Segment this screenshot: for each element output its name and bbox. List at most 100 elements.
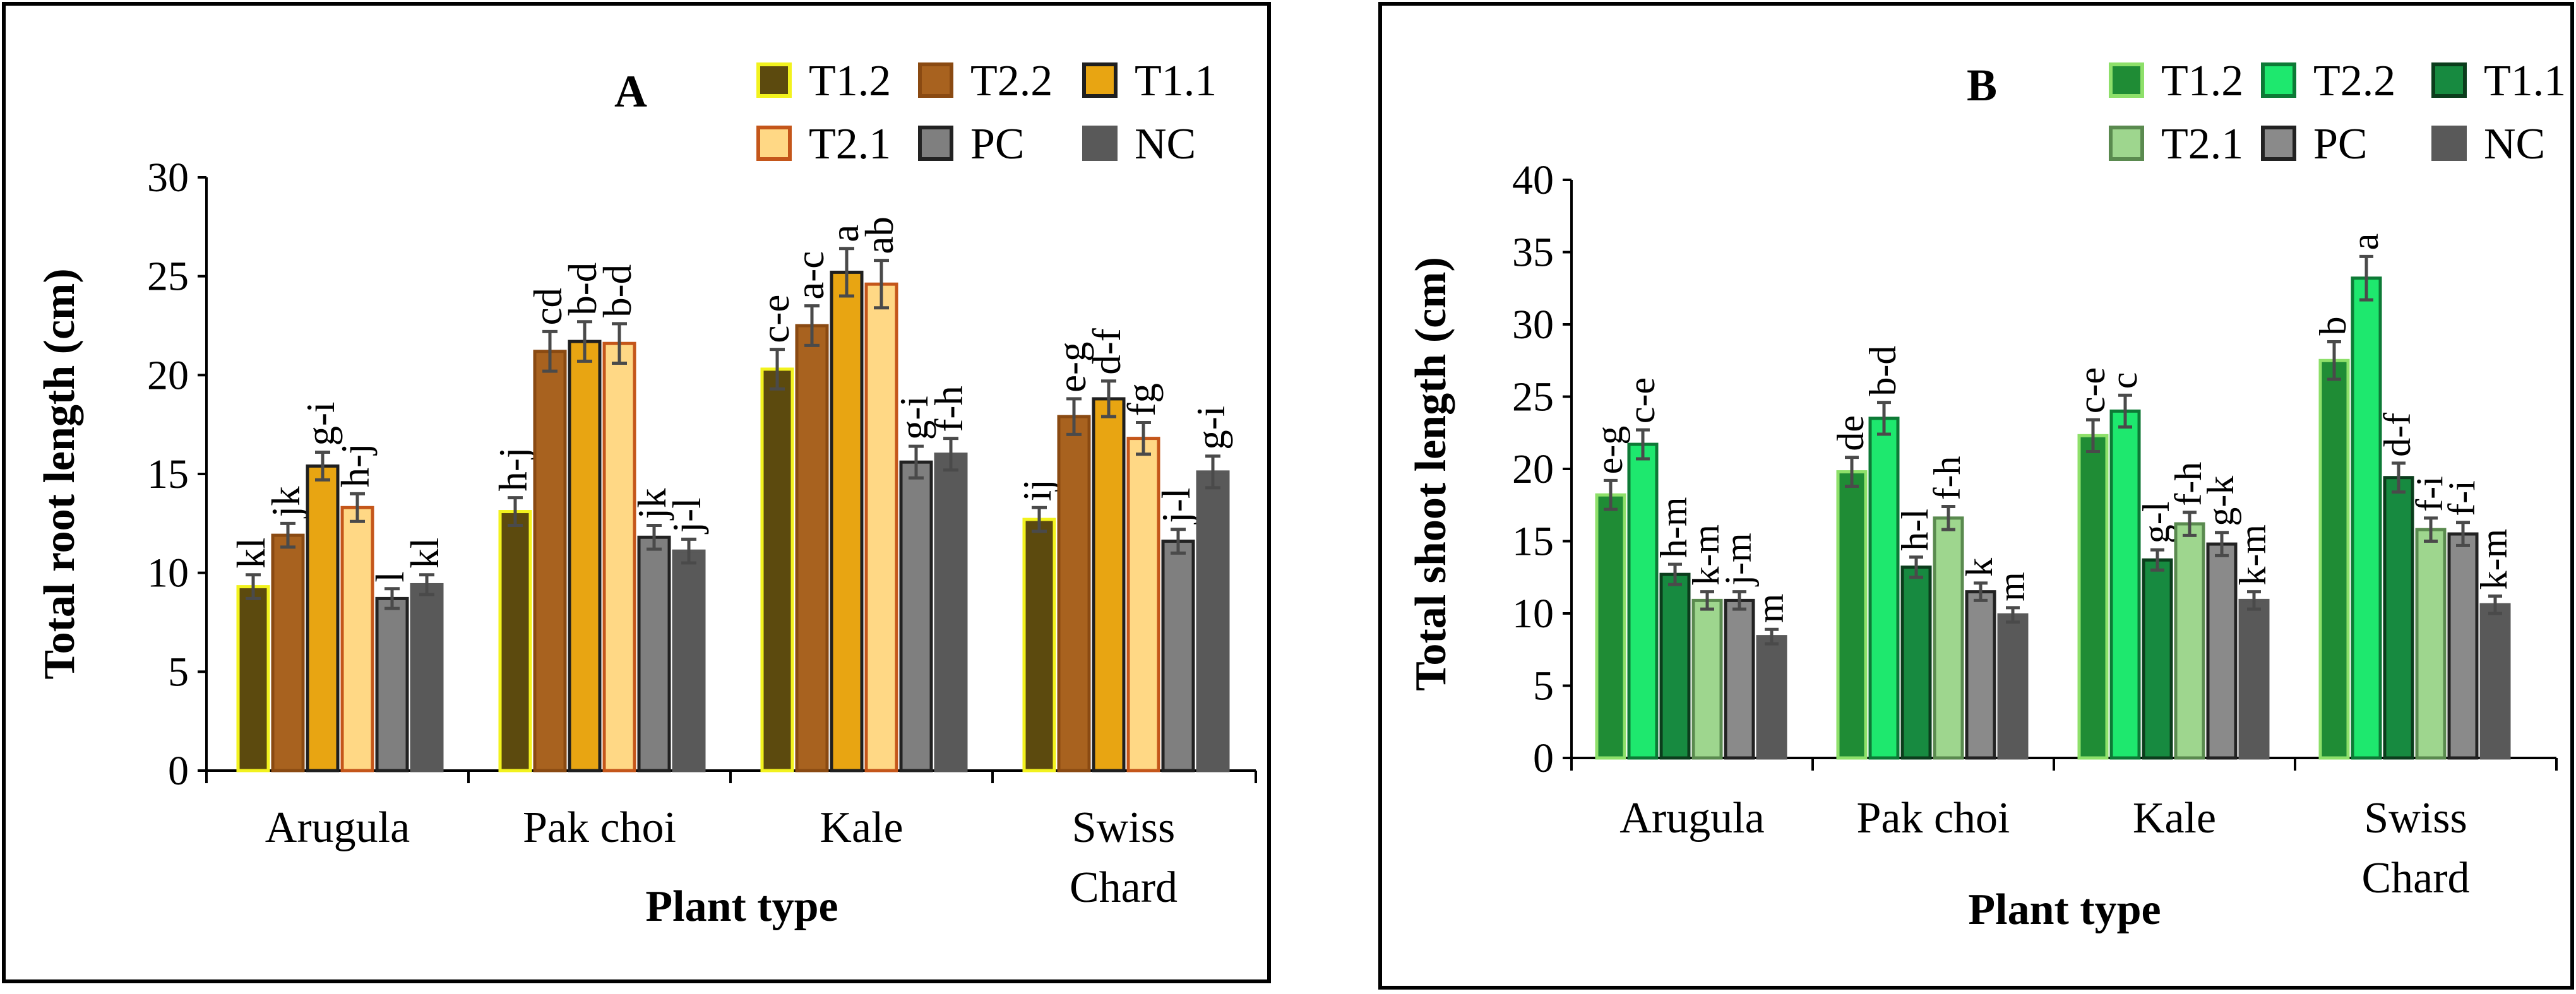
- bar-pc: [375, 596, 409, 772]
- bar-t2-1: [602, 341, 636, 772]
- significance-label: ab: [857, 216, 902, 254]
- significance-label: c-e: [2071, 367, 2113, 413]
- bar-t2-2: [2351, 276, 2382, 760]
- bar-t1-1: [1900, 565, 1932, 760]
- chart-panel-b: 0 5 10 15 20 25 30 35 40 Arugula Pak choi Kale Swiss…: [1378, 2, 2574, 990]
- bar-nc: [2238, 598, 2270, 760]
- legend-swatch: [918, 62, 953, 98]
- significance-label: fg: [1119, 383, 1164, 416]
- x-category-label: Pak choi: [1856, 794, 2010, 843]
- bar-pc: [1965, 590, 1996, 760]
- bar-nc: [934, 453, 968, 772]
- legend-swatch: [1082, 62, 1118, 98]
- x-axis-title: Plant type: [1968, 885, 2161, 934]
- x-category-label: Pak choi: [523, 803, 676, 852]
- bar-nc: [1997, 613, 2029, 760]
- legend-swatch: [2261, 126, 2296, 161]
- legend-label: T2.1: [809, 120, 891, 169]
- significance-label: f-h: [1926, 456, 1968, 500]
- bar-t2-1: [1691, 598, 1723, 760]
- legend-swatch: [756, 126, 792, 161]
- y-tick-label: 15: [147, 451, 189, 497]
- significance-label: g-i: [892, 396, 936, 440]
- bar-nc: [1756, 635, 1787, 760]
- y-axis-title: Total root length (cm): [35, 268, 84, 679]
- y-tick-label: 0: [168, 748, 189, 794]
- y-tick-label: 30: [1512, 302, 1554, 348]
- significance-label: b-d: [595, 264, 640, 317]
- bar-t1-2: [1595, 493, 1626, 760]
- x-category-label: Swiss: [1072, 803, 1175, 852]
- bar-nc: [672, 549, 706, 772]
- significance-label: g-l: [2135, 502, 2177, 544]
- significance-label: e-g: [1050, 341, 1094, 392]
- bar-t1-2: [760, 367, 794, 772]
- legend-label: T2.1: [2161, 120, 2243, 169]
- y-tick-label: 30: [147, 155, 189, 201]
- x-category-label: Swiss: [2364, 794, 2467, 843]
- significance-label: m: [1750, 594, 1791, 624]
- significance-label: cd: [526, 288, 570, 325]
- bar-nc: [2479, 603, 2511, 760]
- significance-label: c-e: [1621, 377, 1662, 423]
- legend-swatch: [2261, 62, 2296, 98]
- significance-label: f-i: [2441, 480, 2483, 516]
- legend-swatch: [2431, 126, 2467, 161]
- legend-label: PC: [2313, 120, 2368, 169]
- panel-label: A: [614, 66, 647, 117]
- significance-label: h-j: [333, 443, 378, 487]
- significance-label: kl: [229, 538, 273, 569]
- x-category-label: Kale: [2133, 794, 2216, 843]
- legend-label: T1.2: [809, 57, 891, 105]
- significance-label: ij: [1015, 479, 1059, 501]
- bar-t2-2: [795, 324, 829, 772]
- bar-t1-2: [236, 585, 270, 772]
- bar-pc: [899, 460, 933, 772]
- y-tick-label: 10: [1512, 591, 1554, 637]
- legend-label: NC: [2484, 120, 2545, 169]
- significance-label: a-c: [788, 251, 832, 300]
- x-axis-title: Plant type: [645, 882, 838, 931]
- significance-label: j-l: [1154, 488, 1198, 524]
- significance-label: m: [1991, 572, 2032, 601]
- significance-label: d-f: [1085, 328, 1129, 374]
- y-tick-label: 10: [147, 550, 189, 596]
- significance-label: b: [2312, 316, 2354, 335]
- legend-label: T2.2: [970, 57, 1052, 105]
- x-category-label: Kale: [820, 803, 903, 852]
- x-category-label: Chard: [1070, 863, 1178, 912]
- significance-label: k-m: [2232, 524, 2274, 586]
- legend-swatch: [1082, 126, 1118, 161]
- bar-pc: [2447, 532, 2479, 760]
- bar-nc: [410, 583, 444, 772]
- panel-label: B: [1967, 60, 1997, 110]
- significance-label: c: [2103, 372, 2145, 389]
- y-tick-label: 5: [1533, 663, 1554, 709]
- legend-label: T1.2: [2161, 57, 2243, 105]
- bar-t2-2: [1627, 442, 1659, 760]
- x-category-label: Chard: [2361, 854, 2469, 902]
- bar-t1-1: [2383, 476, 2414, 760]
- bar-t2-2: [2109, 409, 2141, 760]
- bar-t2-1: [1933, 516, 1964, 760]
- legend-swatch: [918, 126, 953, 161]
- y-tick-label: 35: [1512, 230, 1554, 276]
- significance-label: k: [1959, 558, 2000, 577]
- significance-label: e-g: [1589, 426, 1630, 475]
- bar-t1-1: [306, 464, 340, 772]
- significance-label: g-i: [1189, 406, 1233, 450]
- bar-t1-2: [1836, 470, 1868, 760]
- significance-label: a: [2344, 234, 2386, 251]
- legend-label: T2.2: [2313, 57, 2395, 105]
- significance-label: j-m: [1717, 533, 1759, 586]
- legend-label: T1.1: [1135, 57, 1217, 105]
- bar-t2-2: [533, 350, 567, 772]
- chart-b-svg: 0 5 10 15 20 25 30 35 40 Arugula Pak choi Kale Swiss…: [1407, 57, 2566, 934]
- x-category-label: Arugula: [265, 803, 410, 852]
- legend-label: NC: [1135, 120, 1196, 169]
- bar-t2-1: [2415, 528, 2447, 760]
- bar-t1-2: [498, 510, 532, 772]
- significance-label: c-e: [753, 295, 797, 343]
- significance-label: k-m: [1685, 524, 1727, 586]
- significance-label: jk: [264, 486, 308, 519]
